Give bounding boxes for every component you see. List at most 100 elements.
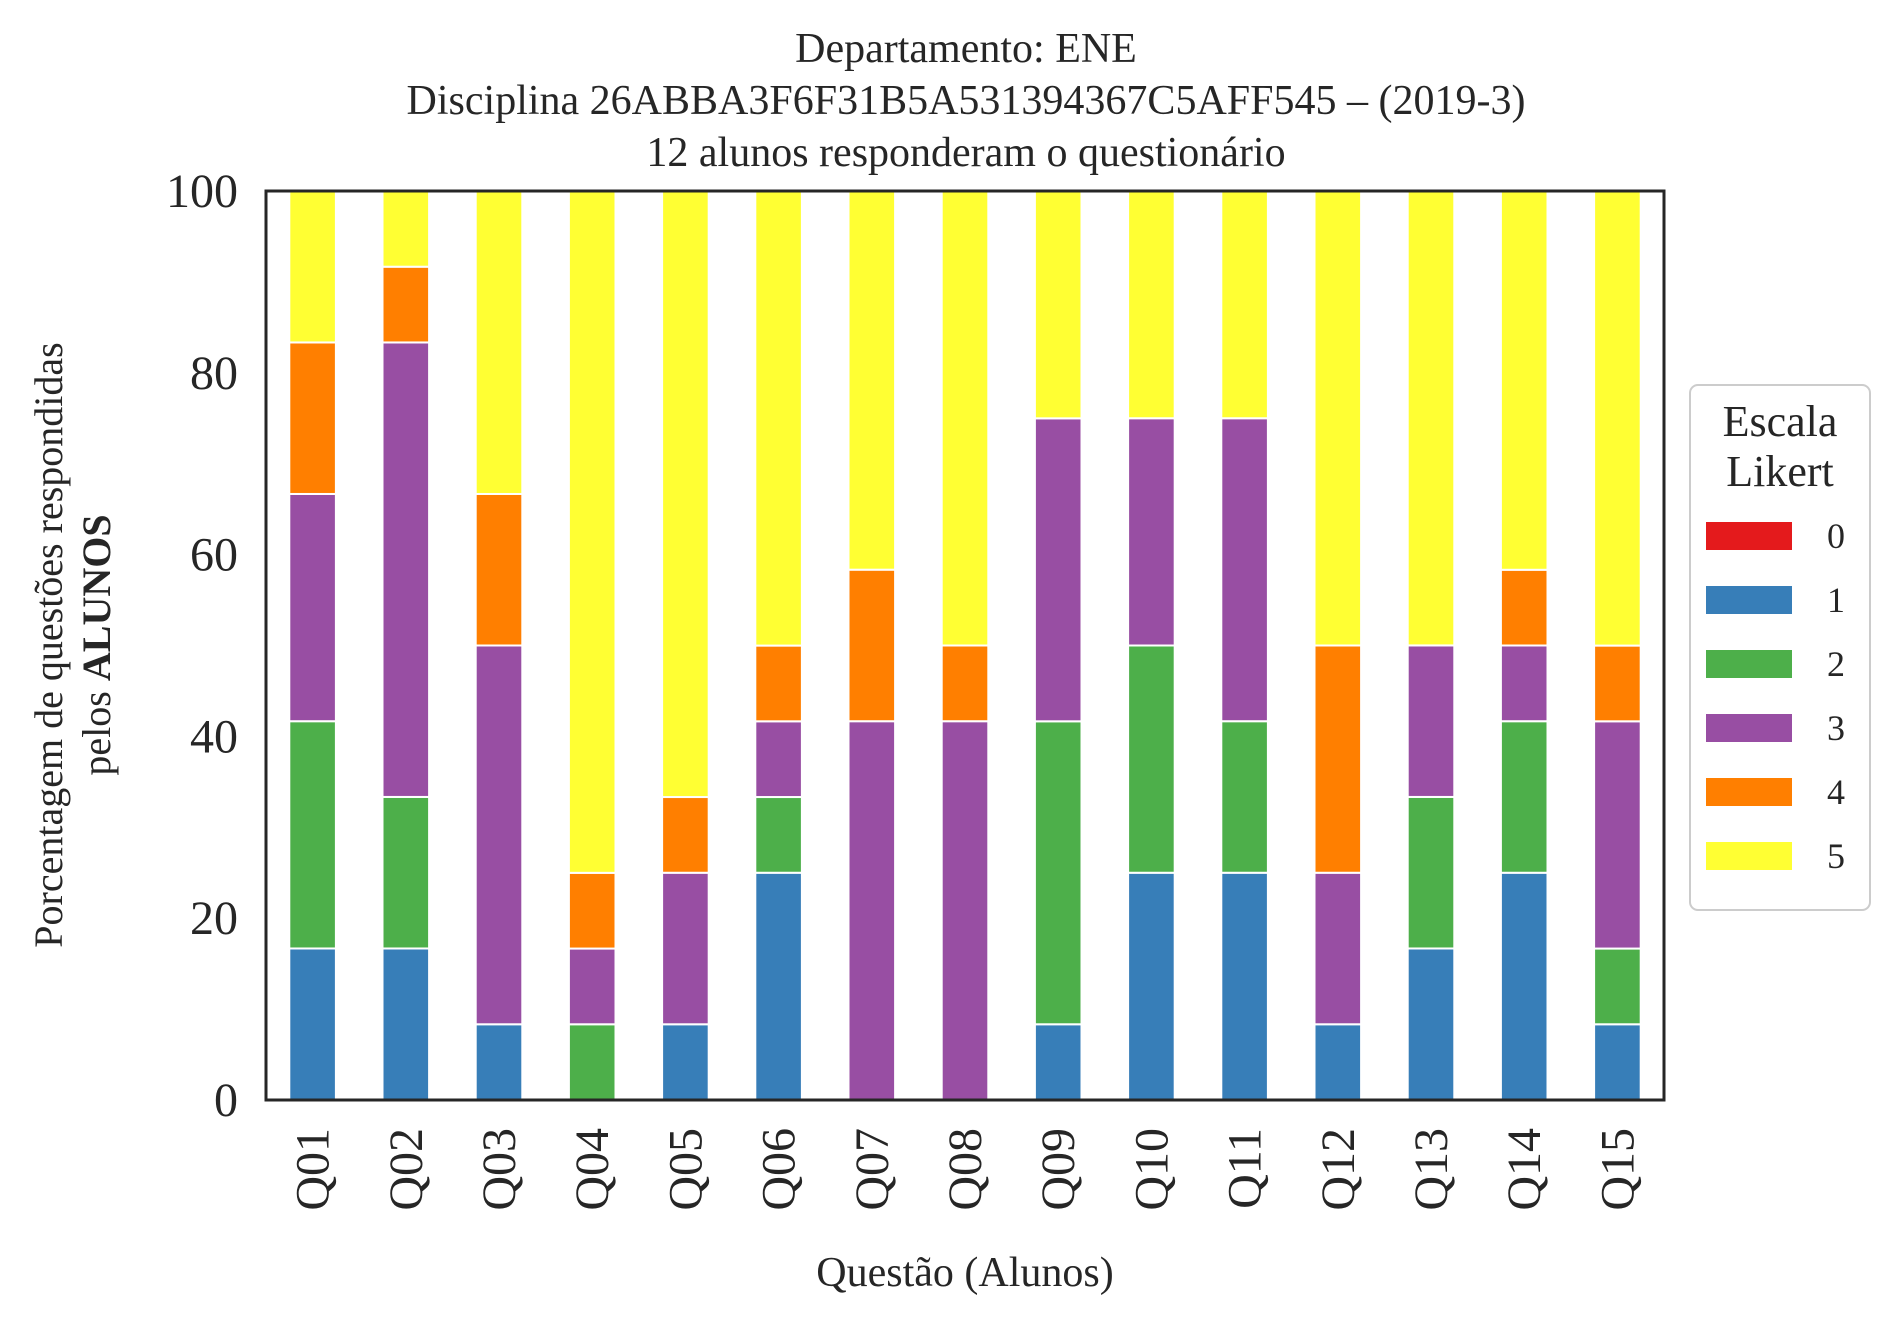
bar-segment-q15-scale-1 <box>1593 1023 1642 1101</box>
bar-segment-q02-scale-2 <box>381 795 431 950</box>
bar-segment-q13-scale-5 <box>1406 189 1456 647</box>
bar-segment-q05-scale-1 <box>661 1023 710 1101</box>
bar-segment-q11-scale-5 <box>1220 190 1269 420</box>
x-tick-label-q09: Q09 <box>1032 1128 1085 1211</box>
legend-label-scale-2: 2 <box>1827 644 1845 684</box>
x-tick-label-q13: Q13 <box>1405 1128 1458 1211</box>
bar-segment-q03-scale-1 <box>474 1023 524 1101</box>
bar-segment-q02-scale-4 <box>381 265 431 344</box>
bar-segment-q10-scale-5 <box>1127 190 1176 420</box>
bar-segment-q02-scale-1 <box>381 947 431 1102</box>
x-tick-label-q14: Q14 <box>1498 1128 1551 1211</box>
bar-segment-q12-scale-4 <box>1313 644 1363 874</box>
x-axis-label: Questão (Alunos) <box>816 1250 1113 1296</box>
bar-segment-q05-scale-5 <box>661 190 710 799</box>
bar-segment-q13-scale-1 <box>1406 947 1456 1102</box>
legend-label-scale-3: 3 <box>1827 708 1845 748</box>
bar-segment-q09-scale-5 <box>1033 190 1083 420</box>
y-tick-label-40: 40 <box>190 710 238 763</box>
plot-frame <box>264 189 1666 1102</box>
bar-segment-q06-scale-5 <box>754 190 803 647</box>
legend-title-line-2: Likert <box>1726 447 1834 496</box>
x-axis-ticks: Q01 Q02 Q03 Q04 Q05 Q06 Q07 Q08 Q09 Q10 Q11 Q12 Q13 Q… <box>287 1128 1645 1211</box>
bar-segment-q12-scale-5 <box>1313 190 1363 647</box>
title-line-3: 12 alunos responderam o questionário <box>646 130 1285 176</box>
title-line-2: Disciplina 26ABBA3F6F31B5A531394367C5AFF… <box>407 78 1526 124</box>
x-tick-label-q11: Q11 <box>1219 1128 1272 1209</box>
y-axis-label-line-2: pelos ALUNOS <box>74 514 119 775</box>
bar-segment-q06-scale-2 <box>754 796 803 874</box>
bar-segment-q14-scale-3 <box>1499 644 1549 723</box>
legend-swatch-scale-1 <box>1706 586 1792 614</box>
bar-segment-q08-scale-5 <box>940 190 990 647</box>
legend-swatch-scale-4 <box>1706 778 1792 806</box>
legend-label-scale-1: 1 <box>1827 580 1845 620</box>
x-tick-label-q01: Q01 <box>287 1128 340 1211</box>
bar-segment-q14-scale-2 <box>1499 720 1549 874</box>
y-tick-label-0: 0 <box>214 1074 238 1127</box>
y-axis-label-line-1: Porcentagem de questões respondidas <box>26 342 71 947</box>
bar-segment-q10-scale-2 <box>1127 644 1176 874</box>
bar-segment-q03-scale-5 <box>474 190 524 495</box>
bar-segment-q12-scale-3 <box>1313 871 1363 1026</box>
x-tick-label-q03: Q03 <box>473 1128 526 1211</box>
bar-segment-q11-scale-2 <box>1220 720 1269 874</box>
legend-label-scale-5: 5 <box>1827 836 1845 876</box>
bar-segment-q07-scale-5 <box>847 189 897 571</box>
y-axis-label: Porcentagem de questões respondidas pelo… <box>26 342 119 947</box>
x-tick-label-q10: Q10 <box>1125 1128 1178 1211</box>
bar-segment-q01-scale-3 <box>288 492 337 723</box>
legend-swatch-scale-2 <box>1706 650 1792 678</box>
bar-segment-q06-scale-4 <box>754 644 803 723</box>
x-tick-label-q02: Q02 <box>380 1128 433 1211</box>
bar-segment-q04-scale-4 <box>567 871 617 950</box>
bars <box>288 189 1642 1102</box>
bar-segment-q10-scale-1 <box>1127 871 1176 1101</box>
bar-segment-q12-scale-1 <box>1313 1023 1363 1101</box>
bar-segment-q03-scale-4 <box>474 492 524 647</box>
y-tick-label-20: 20 <box>190 892 238 945</box>
y-axis-label-bold: ALUNOS <box>74 514 119 681</box>
y-axis-ticks: 0 20 40 60 80 100 <box>166 165 238 1127</box>
legend-swatch-scale-0 <box>1706 522 1792 550</box>
bar-segment-q11-scale-1 <box>1220 871 1269 1101</box>
bar-segment-q07-scale-3 <box>847 720 897 1102</box>
bar-segment-q01-scale-5 <box>288 189 337 344</box>
bar-segment-q07-scale-4 <box>847 568 897 723</box>
x-tick-label-q06: Q06 <box>753 1128 806 1211</box>
bar-segment-q11-scale-3 <box>1220 417 1269 723</box>
bar-segment-q09-scale-1 <box>1033 1023 1083 1101</box>
bar-segment-q09-scale-2 <box>1033 720 1083 1026</box>
y-tick-label-80: 80 <box>190 347 238 400</box>
x-tick-label-q08: Q08 <box>939 1128 992 1211</box>
bar-segment-q01-scale-4 <box>288 341 337 495</box>
bar-segment-q15-scale-4 <box>1593 644 1642 723</box>
bar-segment-q05-scale-3 <box>661 871 710 1026</box>
legend-title-line-1: Escala <box>1723 397 1838 446</box>
bar-segment-q01-scale-2 <box>288 720 337 950</box>
bar-segment-q01-scale-1 <box>288 947 337 1102</box>
bar-segment-q04-scale-5 <box>567 190 617 874</box>
bar-segment-q05-scale-4 <box>661 796 710 874</box>
bar-segment-q06-scale-3 <box>754 720 803 799</box>
bar-segment-q14-scale-5 <box>1499 190 1549 571</box>
bar-segment-q10-scale-3 <box>1127 417 1176 647</box>
x-tick-label-q15: Q15 <box>1591 1128 1644 1211</box>
bar-segment-q04-scale-3 <box>567 947 617 1026</box>
bar-segment-q15-scale-2 <box>1593 947 1642 1026</box>
bar-segment-q14-scale-1 <box>1499 871 1549 1101</box>
bar-segment-q14-scale-4 <box>1499 568 1549 647</box>
chart-title: Departamento: ENE Disciplina 26ABBA3F6F3… <box>407 26 1526 176</box>
bar-segment-q02-scale-3 <box>381 341 431 798</box>
bar-segment-q03-scale-3 <box>474 644 524 1026</box>
legend: Escala Likert 0 1 2 3 4 5 <box>1689 384 1871 911</box>
bar-segment-q06-scale-1 <box>754 871 803 1101</box>
legend-items: 0 1 2 3 4 5 <box>1706 516 1845 876</box>
y-axis-label-prefix: pelos <box>74 681 119 775</box>
bar-segment-q13-scale-2 <box>1406 795 1456 950</box>
legend-swatch-scale-3 <box>1706 714 1792 742</box>
bar-segment-q08-scale-4 <box>940 644 990 723</box>
bar-segment-q15-scale-5 <box>1593 190 1642 647</box>
bar-segment-q09-scale-3 <box>1033 417 1083 723</box>
